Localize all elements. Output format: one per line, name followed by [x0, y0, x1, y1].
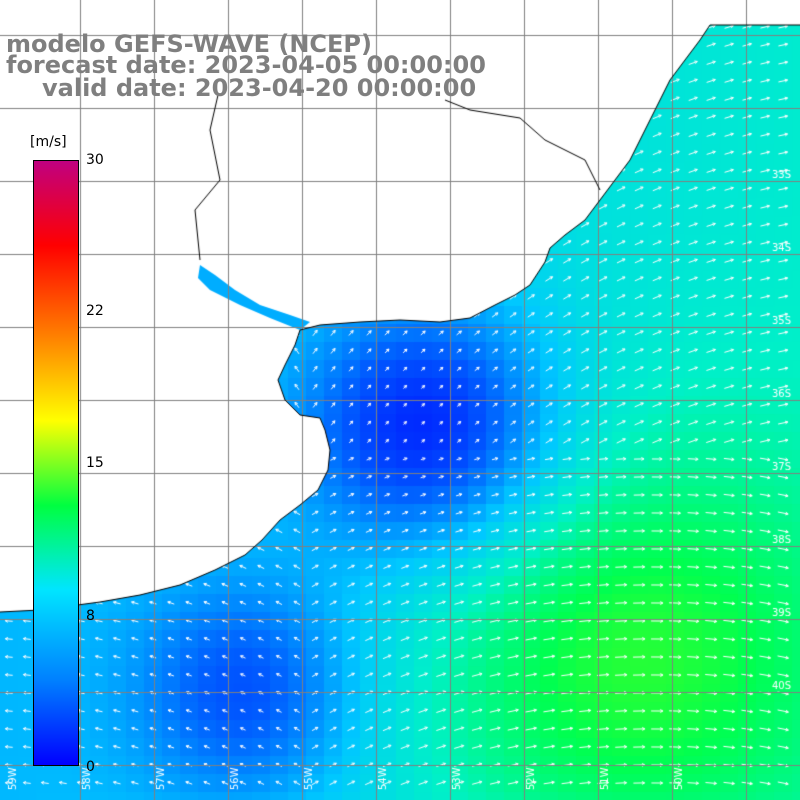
- colorbar: [33, 160, 79, 766]
- colorbar-tick-8: 8: [86, 608, 95, 624]
- model-title: modelo GEFS-WAVE (NCEP): [6, 30, 372, 58]
- forecast-date: forecast date: 2023-04-05 00:00:00: [6, 51, 486, 79]
- colorbar-tick-0: 0: [86, 759, 95, 775]
- colorbar-unit: [m/s]: [30, 134, 67, 150]
- colorbar-tick-30: 30: [86, 152, 104, 168]
- colorbar-tick-15: 15: [86, 455, 104, 471]
- valid-date: valid date: 2023-04-20 00:00:00: [42, 74, 477, 102]
- colorbar-tick-22: 22: [86, 303, 104, 319]
